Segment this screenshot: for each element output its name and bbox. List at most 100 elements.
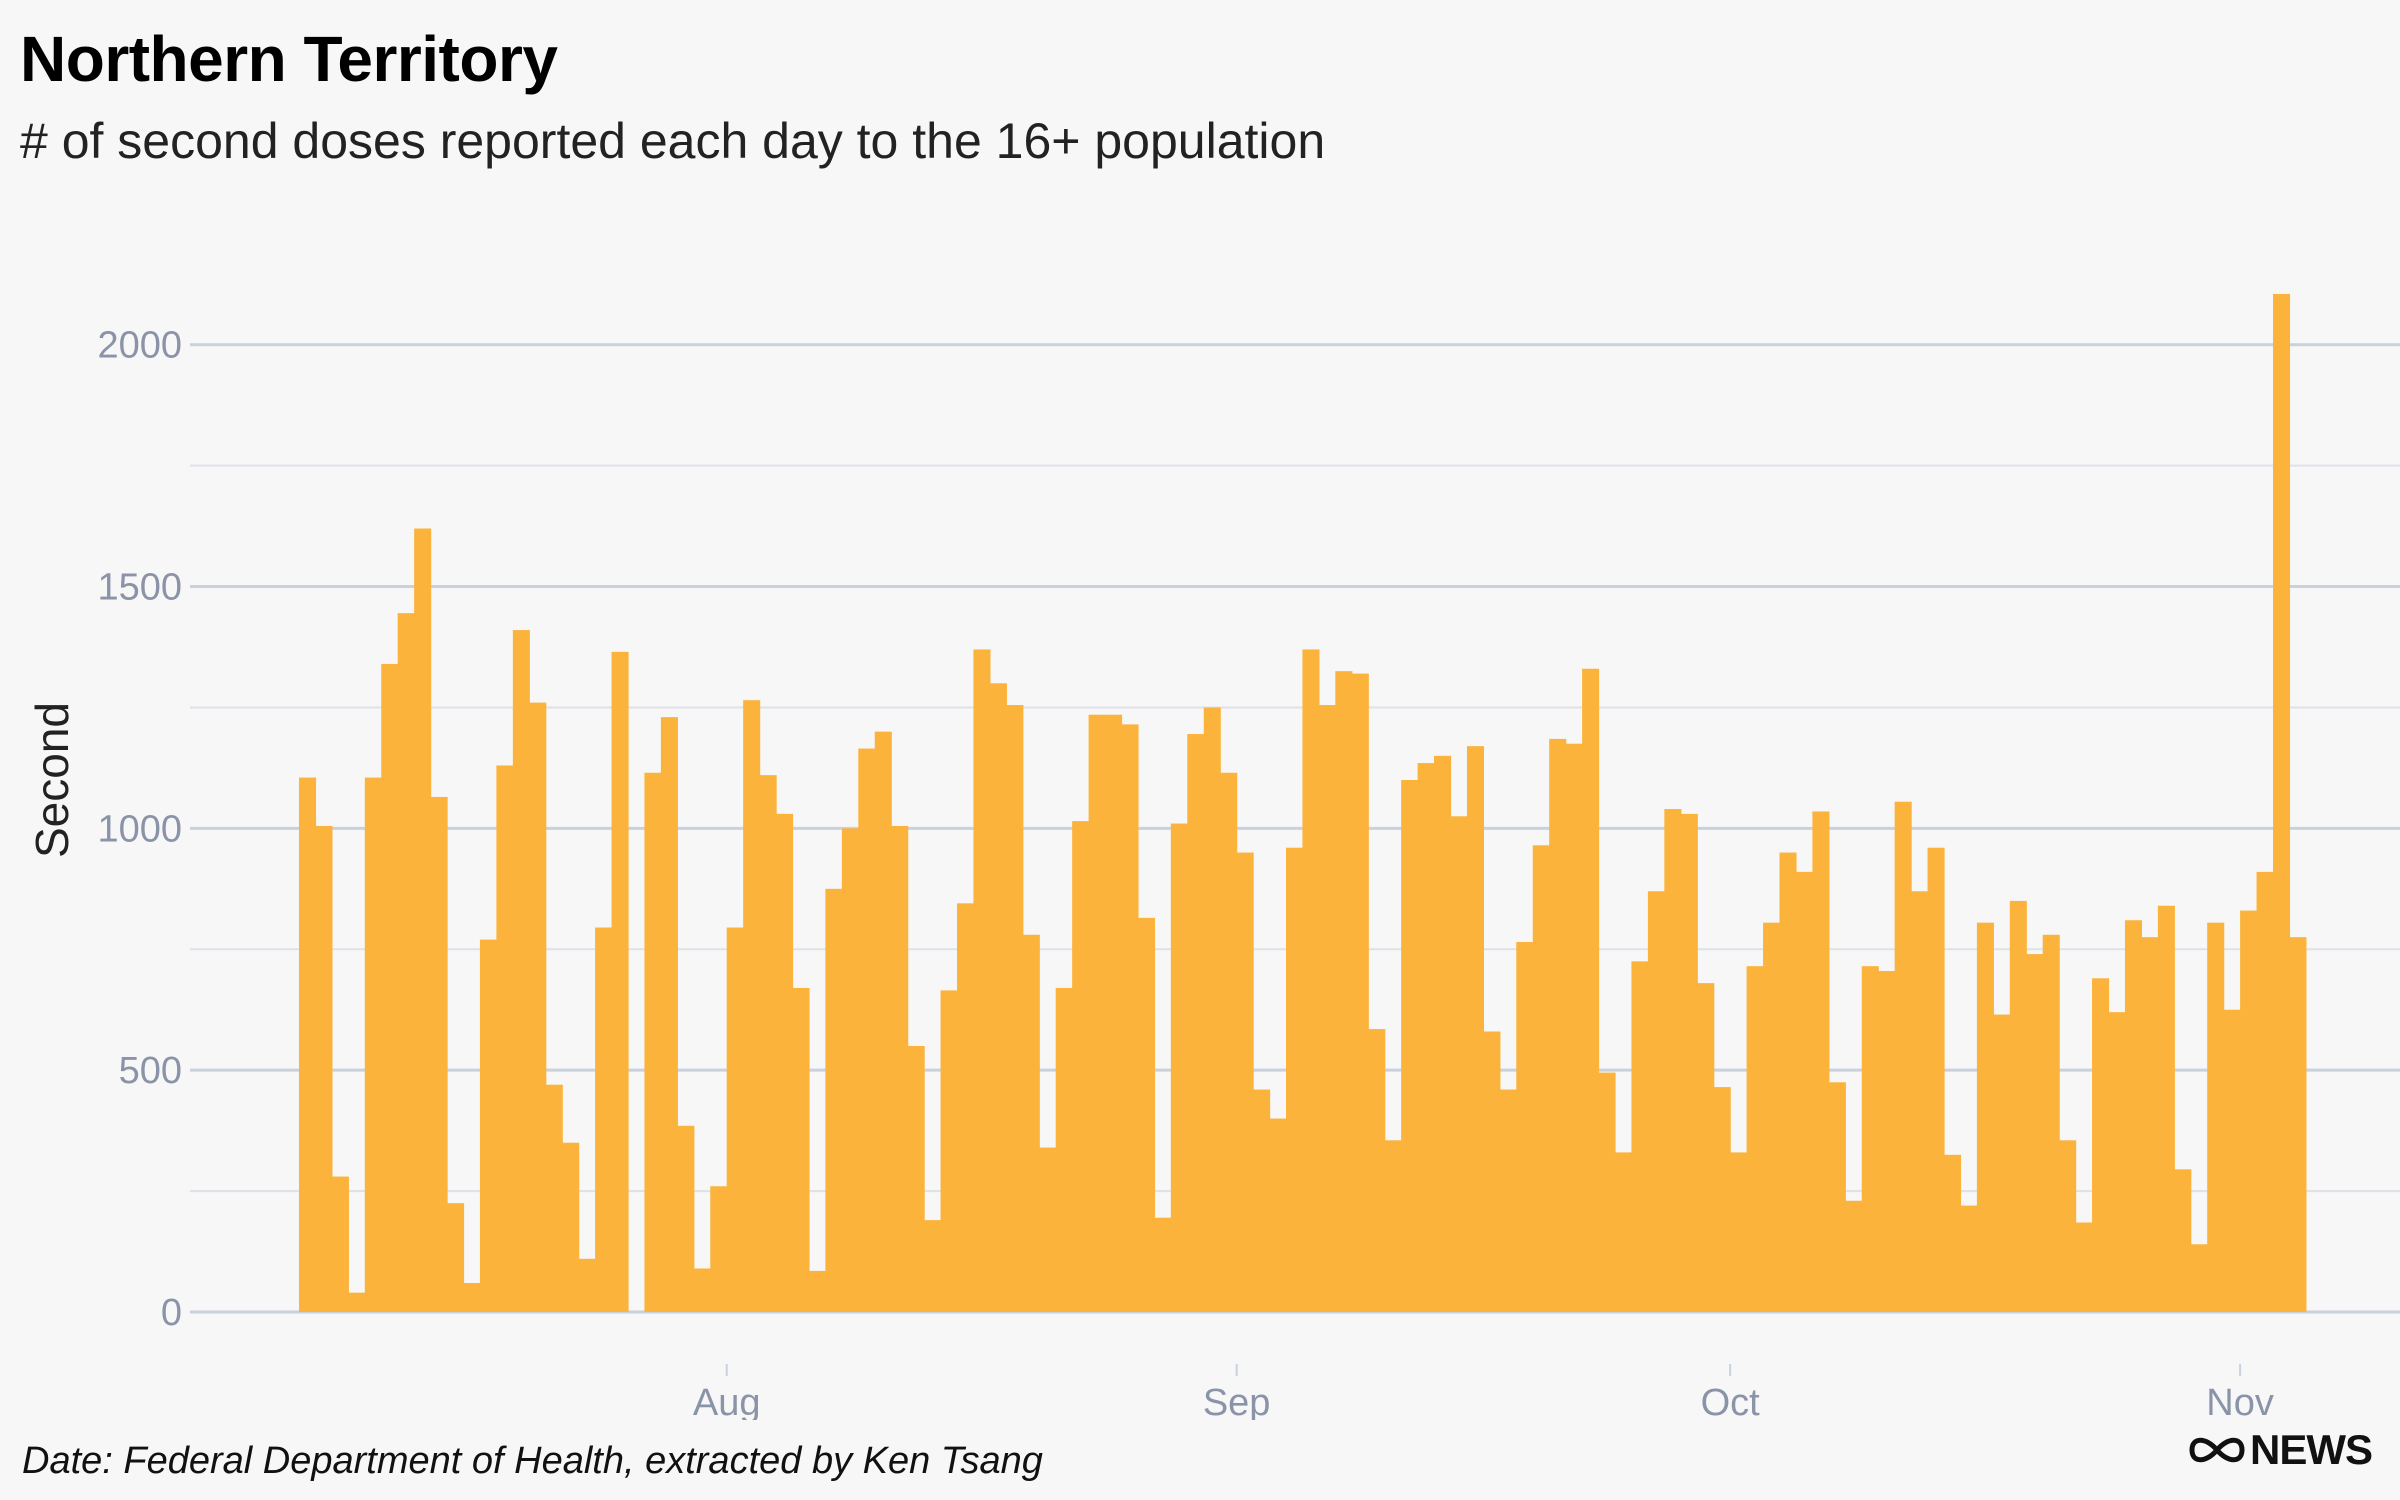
bar xyxy=(1006,705,1024,1312)
bar xyxy=(710,1186,728,1312)
logo-text: NEWS xyxy=(2250,1426,2373,1473)
bar xyxy=(1434,755,1452,1312)
bar xyxy=(924,1220,942,1312)
y-axis-ticks: 0 500 1000 1500 2000 xyxy=(97,325,182,1334)
bar xyxy=(562,1142,580,1312)
bar xyxy=(1121,724,1139,1312)
bar xyxy=(1582,668,1600,1312)
bar xyxy=(1944,1154,1962,1312)
bar xyxy=(1763,922,1781,1312)
bar xyxy=(595,927,613,1312)
bar xyxy=(693,1268,711,1312)
bar xyxy=(973,649,991,1312)
bar xyxy=(907,1046,925,1312)
abc-lissajous-icon xyxy=(2189,1437,2245,1463)
bar xyxy=(1845,1200,1863,1312)
bar xyxy=(1368,1029,1386,1312)
y-tick-label: 2000 xyxy=(97,325,182,367)
bar xyxy=(611,651,629,1312)
bar xyxy=(2042,934,2060,1312)
abc-news-logo: NEWS xyxy=(2188,1426,2373,1474)
bar xyxy=(1269,1118,1287,1312)
bar xyxy=(2273,293,2291,1312)
bar xyxy=(743,700,761,1312)
bar xyxy=(1565,743,1583,1312)
bar xyxy=(1911,891,1929,1312)
bar xyxy=(1154,1217,1172,1312)
x-tick-label: Nov xyxy=(2206,1382,2274,1420)
bar xyxy=(2256,871,2274,1312)
bar xyxy=(1384,1140,1402,1312)
bar xyxy=(2157,905,2175,1312)
bar xyxy=(545,1084,563,1312)
bar xyxy=(2223,1009,2241,1312)
bar xyxy=(2207,922,2225,1312)
bar xyxy=(1664,809,1682,1312)
chart-subtitle: # of second doses reported each day to t… xyxy=(20,113,1326,169)
bar xyxy=(1450,816,1468,1312)
bar xyxy=(1105,714,1123,1312)
bar xyxy=(397,613,415,1312)
bar xyxy=(776,813,794,1312)
bar xyxy=(1137,917,1155,1312)
bar xyxy=(660,717,678,1312)
bar xyxy=(2075,1222,2093,1312)
bar xyxy=(2240,910,2258,1312)
bar xyxy=(348,1292,366,1312)
bar xyxy=(825,888,843,1312)
bar xyxy=(1170,823,1188,1312)
bar xyxy=(2141,937,2159,1312)
x-tick-label: Oct xyxy=(1701,1382,1761,1420)
bar xyxy=(1615,1152,1633,1312)
bar xyxy=(644,772,662,1312)
chart-title: Northern Territory xyxy=(20,23,558,95)
bar xyxy=(1187,734,1205,1312)
bar xyxy=(299,777,317,1312)
bar-chart: 0 500 1000 1500 2000 Aug Sep Oct Nov xyxy=(97,293,2400,1420)
bar xyxy=(1828,1082,1846,1312)
bar xyxy=(1499,1089,1517,1312)
bar xyxy=(331,1176,349,1312)
bar xyxy=(1236,852,1254,1312)
bar xyxy=(1072,821,1090,1312)
bar xyxy=(364,777,382,1312)
bar xyxy=(726,927,744,1312)
bar xyxy=(891,825,909,1312)
bar xyxy=(1549,738,1567,1312)
bar xyxy=(1598,1072,1616,1312)
bar xyxy=(1960,1205,1978,1312)
bar xyxy=(1993,1014,2011,1312)
bar xyxy=(315,825,333,1312)
bar xyxy=(1697,983,1715,1312)
source-note: Date: Federal Department of Health, extr… xyxy=(22,1440,1043,1482)
x-tick-label: Sep xyxy=(1203,1382,1271,1420)
bar xyxy=(1976,922,1994,1312)
bar xyxy=(447,1203,465,1312)
bar xyxy=(2174,1169,2192,1312)
bar xyxy=(1746,966,1764,1312)
bar xyxy=(430,796,448,1312)
bar xyxy=(2190,1244,2208,1312)
bar xyxy=(1647,891,1665,1312)
bar xyxy=(1779,852,1797,1312)
bar xyxy=(1286,847,1304,1312)
bar xyxy=(1417,763,1435,1312)
bar xyxy=(874,731,892,1312)
bar xyxy=(1466,746,1484,1312)
bar xyxy=(1055,987,1073,1312)
bar xyxy=(677,1125,695,1312)
bar xyxy=(1203,707,1221,1312)
bar xyxy=(1302,649,1320,1312)
bar xyxy=(1812,811,1830,1312)
bar xyxy=(1401,780,1419,1312)
bar xyxy=(989,683,1007,1312)
y-tick-label: 0 xyxy=(161,1292,182,1334)
bar xyxy=(1039,1147,1057,1312)
bar xyxy=(1483,1031,1501,1312)
bar xyxy=(1253,1089,1271,1312)
bar xyxy=(1861,966,1879,1312)
bar xyxy=(512,630,530,1312)
x-axis-ticks: Aug Sep Oct Nov xyxy=(693,1364,2274,1420)
bar xyxy=(1318,705,1336,1312)
bar xyxy=(578,1258,596,1312)
